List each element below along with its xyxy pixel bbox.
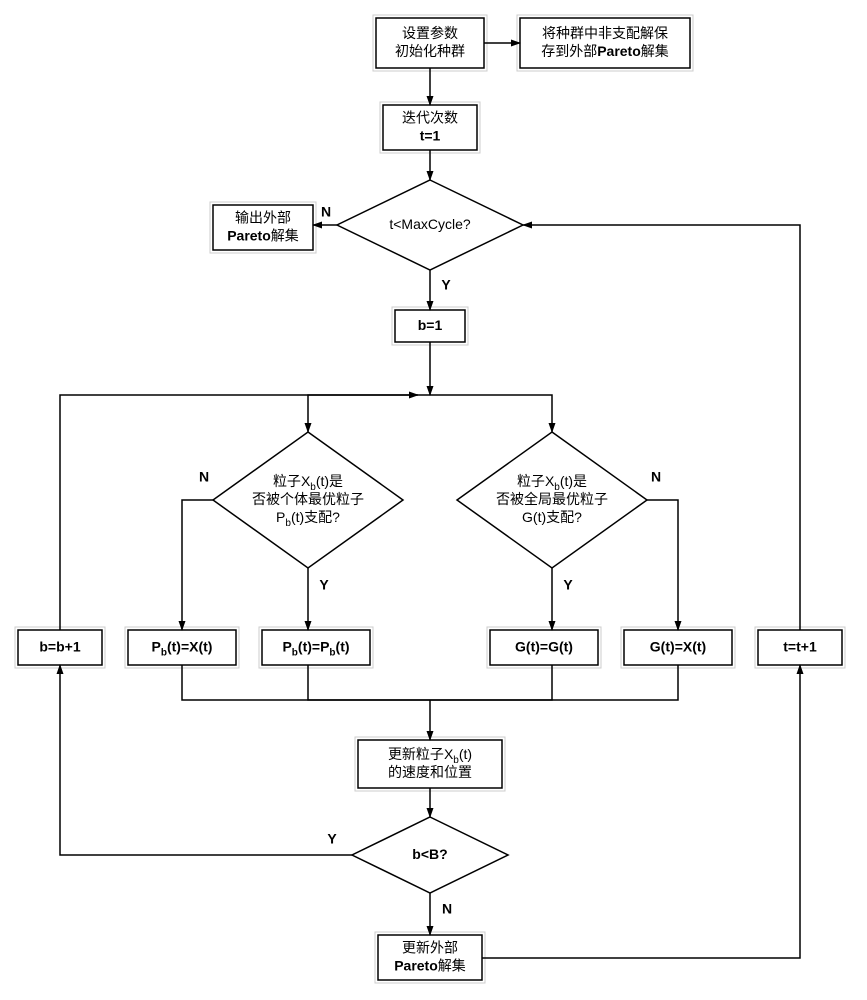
bB: b<B? — [352, 817, 508, 893]
edge-label: Y — [319, 577, 329, 593]
output: 输出外部 Pareto解集 — [210, 202, 316, 253]
g_dom: 粒子Xb(t)是否被全局最优粒子G(t)支配? — [457, 432, 647, 568]
edge-label: N — [651, 469, 661, 485]
svg-text:将种群中非支配解保: 将种群中非支配解保 — [542, 25, 668, 41]
tt1: t=t+1 — [755, 627, 845, 668]
svg-text:输出外部: 输出外部 — [235, 209, 291, 225]
edge-label: Y — [327, 831, 337, 847]
b1: b=1 — [392, 307, 468, 345]
svg-text:存到外部Pareto解集: 存到外部Pareto解集 — [541, 43, 669, 59]
svg-text:更新外部: 更新外部 — [402, 939, 458, 955]
gg: G(t)=G(t) — [487, 627, 601, 668]
update_pareto: 更新外部 Pareto解集 — [375, 932, 485, 983]
edge — [430, 665, 678, 700]
svg-text:设置参数: 设置参数 — [402, 25, 458, 41]
edge — [308, 665, 430, 700]
svg-text:G(t)支配?: G(t)支配? — [522, 509, 582, 525]
svg-text:否被个体最优粒子: 否被个体最优粒子 — [252, 491, 364, 507]
edge — [647, 500, 678, 630]
edge — [182, 500, 213, 630]
svg-text:初始化种群: 初始化种群 — [395, 43, 465, 59]
edge — [523, 225, 800, 630]
save_pareto: 将种群中非支配解保存到外部Pareto解集 — [517, 15, 693, 71]
edge-label: N — [321, 204, 331, 220]
update_pos: 更新粒子Xb(t)的速度和位置 — [355, 737, 505, 791]
svg-text:t<MaxCycle?: t<MaxCycle? — [389, 216, 471, 232]
edge — [482, 665, 800, 958]
iter: 迭代次数 t=1 — [380, 102, 480, 153]
edge — [430, 665, 552, 700]
svg-text:b=b+1: b=b+1 — [39, 638, 80, 654]
edge-label: N — [199, 469, 209, 485]
init: 设置参数初始化种群 — [373, 15, 487, 71]
svg-text:Pareto解集: Pareto解集 — [394, 957, 466, 973]
gx: G(t)=X(t) — [621, 627, 735, 668]
svg-text:t=1: t=1 — [420, 127, 441, 143]
bb1: b=b+1 — [15, 627, 105, 668]
svg-text:Pareto解集: Pareto解集 — [227, 227, 299, 243]
svg-text:迭代次数: 迭代次数 — [402, 109, 458, 125]
edge-label: N — [442, 901, 452, 917]
pbx: Pb(t)=X(t) — [125, 627, 239, 668]
edge — [430, 395, 552, 432]
maxcycle: t<MaxCycle? — [337, 180, 523, 270]
edge — [182, 665, 430, 700]
edge — [308, 395, 430, 432]
svg-text:b=1: b=1 — [418, 317, 443, 333]
edge-label: Y — [563, 577, 573, 593]
edge-label: Y — [441, 277, 451, 293]
svg-text:的速度和位置: 的速度和位置 — [388, 764, 472, 780]
svg-text:t=t+1: t=t+1 — [783, 638, 817, 654]
pbpb: Pb(t)=Pb(t) — [259, 627, 373, 668]
svg-text:b<B?: b<B? — [412, 846, 447, 862]
svg-text:G(t)=G(t): G(t)=G(t) — [515, 638, 573, 654]
pb_dom: 粒子Xb(t)是否被个体最优粒子Pb(t)支配? — [213, 432, 403, 568]
svg-text:否被全局最优粒子: 否被全局最优粒子 — [496, 491, 608, 507]
svg-text:G(t)=X(t): G(t)=X(t) — [650, 638, 706, 654]
